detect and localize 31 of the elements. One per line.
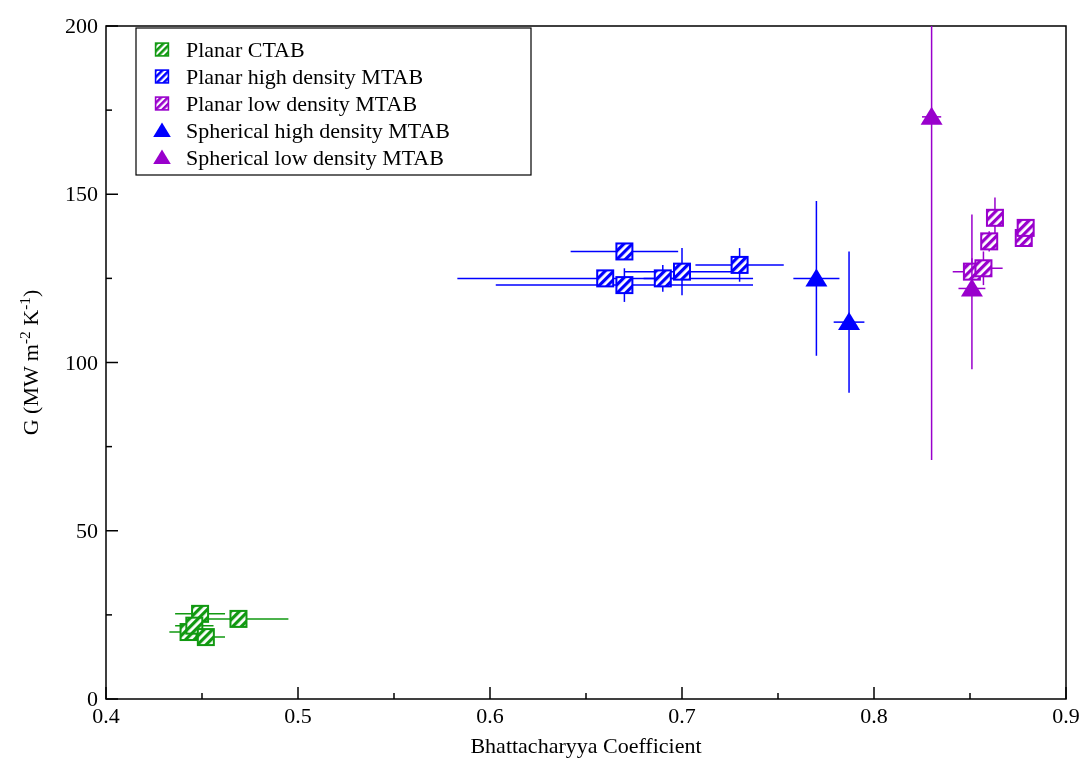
point xyxy=(196,628,215,647)
y-tick-label: 150 xyxy=(65,181,98,207)
y-tick-label: 50 xyxy=(76,517,98,543)
point xyxy=(805,268,828,287)
y-tick-label: 200 xyxy=(65,13,98,38)
point xyxy=(229,609,248,628)
x-tick-label: 0.6 xyxy=(476,703,504,728)
x-tick-label: 0.5 xyxy=(284,703,312,728)
point xyxy=(615,276,634,295)
point xyxy=(1016,218,1035,237)
point xyxy=(980,232,999,251)
point xyxy=(730,255,749,274)
point xyxy=(974,259,993,278)
point xyxy=(615,242,634,261)
legend-label: Spherical low density MTAB xyxy=(186,144,444,170)
legend-label: Planar low density MTAB xyxy=(186,90,418,116)
point xyxy=(985,208,1004,227)
x-tick-label: 0.9 xyxy=(1052,703,1080,728)
point xyxy=(920,106,943,125)
point xyxy=(596,269,615,288)
point xyxy=(838,312,861,331)
x-axis-title: Bhattacharyya Coefficient xyxy=(470,733,702,758)
x-tick-label: 0.8 xyxy=(860,703,888,728)
point xyxy=(653,269,672,288)
legend-label: Planar high density MTAB xyxy=(186,63,424,89)
y-tick-label: 100 xyxy=(65,349,98,375)
legend-label: Spherical high density MTAB xyxy=(186,117,451,143)
point xyxy=(673,262,691,281)
legend-label: Planar CTAB xyxy=(186,36,305,62)
x-tick-label: 0.7 xyxy=(668,703,696,728)
point xyxy=(960,278,983,297)
